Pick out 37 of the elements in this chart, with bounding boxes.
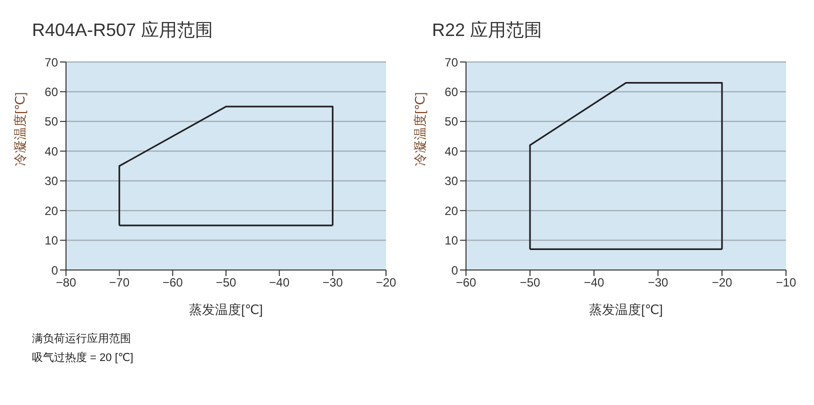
x-tick-label: −50	[520, 276, 540, 290]
y-tick-label: 50	[44, 114, 58, 129]
chart-title: R404A-R507 应用范围	[31, 19, 214, 42]
x-tick-label: −70	[109, 276, 130, 290]
y-tick-label: 60	[44, 84, 58, 99]
x-tick-label: −50	[216, 276, 236, 290]
text: 满负荷运行应用范围	[32, 332, 132, 347]
x-tick-label: −60	[162, 276, 184, 290]
y-tick-label: 10	[44, 234, 58, 248]
y-axis-title: 冷凝温度[℃]	[412, 92, 428, 166]
x-tick-label: −30	[322, 276, 344, 290]
x-tick-label: −60	[456, 276, 476, 290]
x-tick-label: −20	[712, 276, 732, 290]
y-tick-label: 20	[444, 204, 458, 218]
y-tick-label: 20	[44, 204, 58, 218]
x-tick-label: −80	[56, 276, 76, 290]
x-tick-label: −30	[648, 276, 668, 290]
chart-title: R22 应用范围	[431, 19, 544, 42]
x-tick-label: −20	[376, 276, 396, 290]
x-tick-label: −40	[584, 276, 604, 290]
y-tick-label: 30	[444, 174, 458, 188]
y-tick-label: 0	[451, 263, 458, 278]
y-tick-label: 70	[444, 55, 458, 70]
x-axis-title: 蒸发温度[℃]	[189, 302, 263, 317]
y-axis-title: 冷凝温度[℃]	[12, 92, 28, 166]
y-tick-label: 40	[44, 144, 58, 158]
y-tick-label: 60	[444, 84, 458, 99]
y-tick-label: 10	[444, 234, 458, 248]
text: 吸气过热度 = 20 [℃]	[32, 350, 134, 366]
y-tick-label: 70	[44, 55, 58, 70]
x-tick-label: −40	[269, 276, 290, 290]
x-axis-title: 蒸发温度[℃]	[589, 302, 663, 317]
y-tick-label: 0	[51, 263, 58, 278]
y-tick-label: 50	[444, 114, 458, 129]
x-tick-label: −10	[776, 276, 796, 290]
y-tick-label: 40	[444, 144, 458, 158]
y-tick-label: 30	[44, 174, 58, 188]
